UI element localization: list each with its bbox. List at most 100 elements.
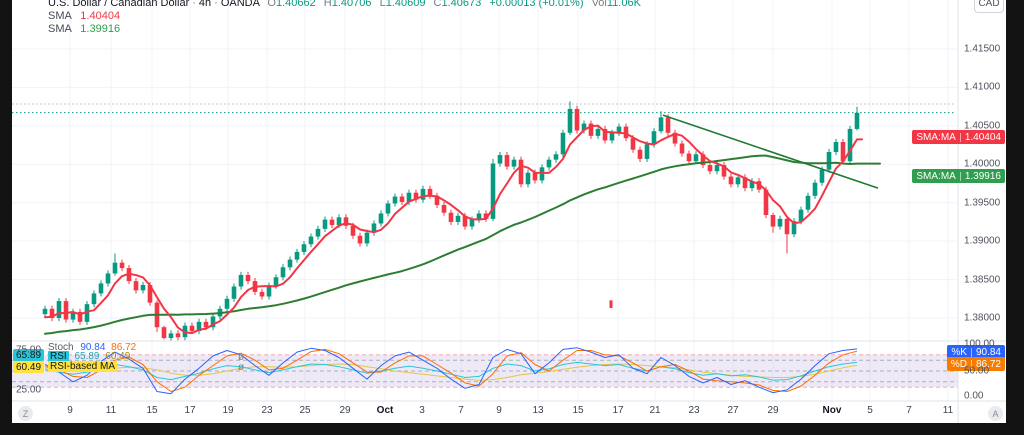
time-tick-label: 7 bbox=[906, 405, 912, 416]
rsi-ma-title[interactable]: RSI-based MA bbox=[48, 361, 118, 372]
currency-toggle[interactable]: CAD bbox=[974, 0, 1004, 13]
candle-body bbox=[245, 274, 251, 282]
oscillator-tick-label: 0.00 bbox=[964, 390, 984, 402]
candle-body bbox=[385, 203, 391, 214]
candle-body bbox=[294, 251, 300, 260]
stoch-legend-row[interactable]: Stoch 90.84 86.72 bbox=[48, 343, 136, 353]
candle-body bbox=[742, 177, 748, 189]
candle-body bbox=[350, 225, 356, 236]
k-chip-label: %K bbox=[951, 346, 967, 358]
candle-body bbox=[413, 192, 419, 200]
candle-body bbox=[238, 274, 244, 287]
candle-body bbox=[483, 213, 489, 219]
candle-body bbox=[735, 177, 741, 185]
rsi-ma-legend-row[interactable]: RSI-based MA bbox=[48, 361, 118, 372]
stoch-d-axis-chip: %D 86.72 bbox=[946, 357, 1005, 371]
time-tick-label: 9 bbox=[496, 405, 502, 416]
candle-body bbox=[378, 213, 384, 224]
exchange-name[interactable]: OANDA bbox=[220, 0, 260, 9]
candle-body bbox=[266, 285, 272, 297]
stoch-title[interactable]: Stoch bbox=[48, 342, 74, 353]
candle-body bbox=[665, 117, 671, 133]
price-tick-label: 1.40000 bbox=[964, 158, 1001, 170]
candle-body bbox=[511, 159, 517, 167]
timeframe[interactable]: 4h bbox=[198, 0, 212, 9]
candle-body bbox=[231, 286, 237, 299]
candle-body bbox=[98, 283, 104, 294]
time-tick-label: 9 bbox=[67, 405, 73, 416]
sma-fast-legend-row[interactable]: SMA 1.40404 bbox=[48, 10, 641, 23]
open-value: 1.40662 bbox=[275, 0, 316, 9]
sma-slow-legend-row[interactable]: SMA 1.39916 bbox=[48, 23, 641, 36]
sma-slow-chip-label: SMA:MA bbox=[916, 170, 956, 182]
candle-body bbox=[273, 277, 279, 286]
candle-body bbox=[119, 262, 125, 269]
sma-slow-value: 1.39916 bbox=[80, 23, 121, 35]
candle-body bbox=[280, 267, 286, 278]
candle-body bbox=[63, 301, 69, 320]
symbol-title-row[interactable]: U.S. Dollar / Canadian Dollar · 4h · OANDA O… bbox=[48, 0, 641, 10]
candle-body bbox=[434, 195, 440, 206]
candle-body bbox=[105, 273, 111, 284]
stoch-d-line bbox=[44, 348, 858, 392]
change-value: +0.00013 (+0.01%) bbox=[489, 0, 584, 9]
candle-body bbox=[336, 217, 342, 226]
rsi-chip-value: 65.89 bbox=[16, 349, 42, 361]
candle-body bbox=[364, 232, 370, 244]
candle-body bbox=[560, 132, 566, 155]
time-tick-label: 23 bbox=[688, 405, 700, 416]
candle-body bbox=[140, 284, 146, 291]
rsi-line bbox=[44, 361, 858, 381]
candle-body bbox=[616, 126, 622, 133]
chart-background bbox=[12, 0, 1006, 423]
candle-body bbox=[714, 165, 720, 172]
candle-body bbox=[721, 165, 727, 177]
time-tick-label: 23 bbox=[261, 405, 273, 416]
candle-body bbox=[840, 142, 846, 162]
time-tick-label: 11 bbox=[105, 405, 117, 416]
candle-body bbox=[749, 181, 755, 189]
k-chip-value: 90.84 bbox=[975, 346, 1001, 358]
rsi-legend-row[interactable]: RSI 65.89 60.49 bbox=[48, 351, 130, 362]
price-tick-label: 1.38500 bbox=[964, 274, 1001, 286]
candle-body bbox=[644, 144, 650, 159]
candle-body bbox=[287, 259, 293, 268]
candle-body bbox=[658, 117, 664, 132]
symbol-name[interactable]: U.S. Dollar / Canadian Dollar bbox=[48, 0, 190, 9]
rsi-scale-tick-label: 75.00 bbox=[16, 344, 42, 356]
trendline bbox=[662, 114, 879, 189]
symbol-legend[interactable]: U.S. Dollar / Canadian Dollar · 4h · OANDA O… bbox=[48, 0, 641, 36]
candle-body bbox=[448, 212, 454, 222]
timezone-button[interactable]: Z bbox=[18, 406, 33, 421]
rsi-title[interactable]: RSI bbox=[48, 351, 69, 362]
candle-body bbox=[833, 142, 839, 152]
close-value: 1.40673 bbox=[441, 0, 482, 9]
candle-body bbox=[819, 169, 825, 183]
price-tick-label: 1.39000 bbox=[964, 235, 1001, 247]
sma-slow-chip-value: 1.39916 bbox=[964, 170, 1001, 182]
auto-scale-button[interactable]: A bbox=[988, 406, 1003, 421]
candle-body bbox=[686, 153, 692, 162]
rsi-ma-axis-chip: 60.49 bbox=[13, 361, 45, 373]
candle-body bbox=[406, 192, 412, 202]
sma-slow-axis-chip: SMA:MA 1.39916 bbox=[912, 169, 1005, 183]
candle-body bbox=[308, 236, 314, 245]
candle-body bbox=[497, 155, 503, 164]
price-tick-label: 1.39500 bbox=[964, 197, 1001, 209]
candle-body bbox=[637, 149, 643, 159]
time-tick-label: Nov bbox=[822, 405, 842, 416]
candle-body bbox=[315, 228, 321, 237]
candle-body bbox=[427, 188, 433, 196]
candle-body bbox=[392, 196, 398, 204]
high-label: H bbox=[323, 0, 332, 9]
stoch-d-value: 86.72 bbox=[111, 342, 137, 353]
candle-body bbox=[147, 284, 153, 303]
candle-body bbox=[567, 108, 573, 133]
stoch-k-line bbox=[44, 347, 858, 395]
candle-body bbox=[504, 155, 510, 167]
candle-body bbox=[532, 172, 538, 181]
candle-body bbox=[728, 176, 734, 185]
candle-body bbox=[462, 215, 468, 227]
candle-body bbox=[770, 215, 776, 227]
